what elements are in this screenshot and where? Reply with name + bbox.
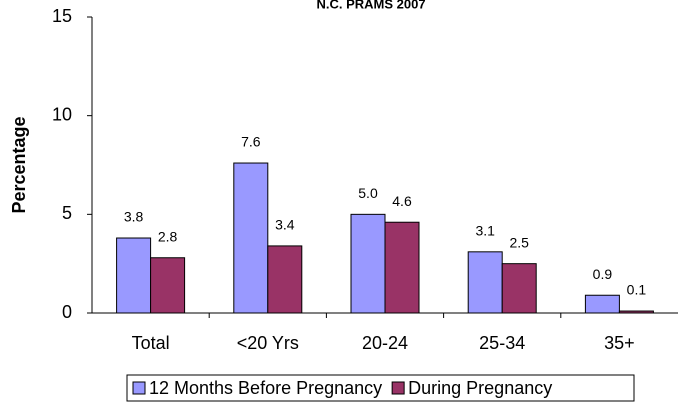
y-tick-label: 0 xyxy=(62,302,72,322)
x-tick-label: 25-34 xyxy=(479,333,525,353)
y-tick-label: 5 xyxy=(62,203,72,223)
value-label: 0.1 xyxy=(627,282,647,298)
bar xyxy=(467,251,503,314)
value-label: 7.6 xyxy=(241,134,261,150)
bar xyxy=(150,257,186,314)
value-label: 3.4 xyxy=(275,217,295,233)
value-label: 0.9 xyxy=(593,266,613,282)
bar xyxy=(233,162,269,314)
bar xyxy=(501,263,537,314)
value-label: 4.6 xyxy=(392,193,412,209)
value-label: 3.1 xyxy=(475,223,495,239)
x-tick-label: Total xyxy=(132,333,170,353)
x-tick-label: <20 Yrs xyxy=(237,333,299,353)
bar xyxy=(350,213,386,314)
legend-swatch xyxy=(132,381,146,395)
bar xyxy=(384,221,420,314)
x-tick-label: 35+ xyxy=(604,333,635,353)
legend-label: During Pregnancy xyxy=(408,378,552,398)
legend-swatch xyxy=(391,381,405,395)
value-label: 2.5 xyxy=(509,234,529,250)
y-tick-label: 10 xyxy=(52,104,72,124)
x-tick-label: 20-24 xyxy=(362,333,408,353)
chart-title: N.C. PRAMS 2007 xyxy=(316,0,425,11)
value-label: 2.8 xyxy=(158,228,178,244)
bar xyxy=(584,294,620,314)
y-axis-label: Percentage xyxy=(9,116,29,213)
value-label: 5.0 xyxy=(358,185,378,201)
legend-box xyxy=(126,374,635,402)
y-tick-label: 15 xyxy=(52,6,72,26)
legend-label: 12 Months Before Pregnancy xyxy=(149,378,382,398)
bar xyxy=(267,245,303,314)
bar xyxy=(618,310,654,314)
value-label: 3.8 xyxy=(124,209,144,225)
bar xyxy=(116,237,152,314)
